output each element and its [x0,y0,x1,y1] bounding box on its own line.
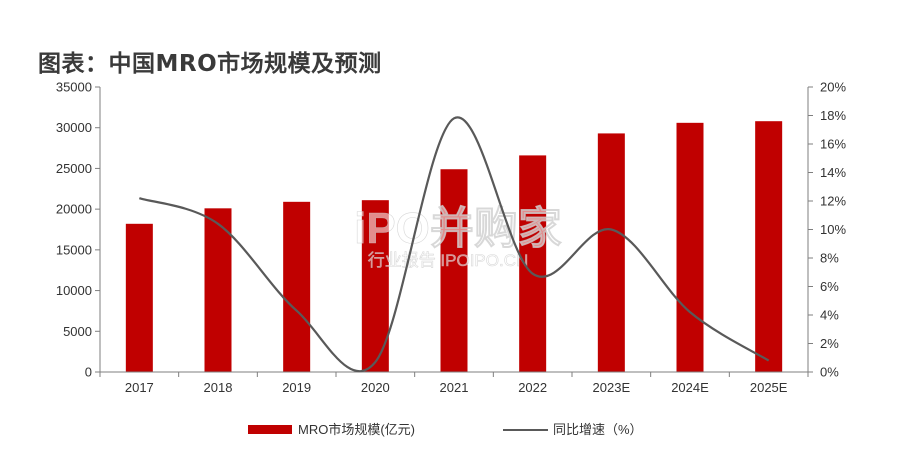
watermark-sub: 行业报告 IPOIPO.CN [368,251,529,270]
left-tick-label: 0 [85,365,92,380]
bar [755,121,783,372]
legend: MRO市场规模(亿元) 同比增速（%） [248,422,643,437]
x-tick-label: 2024E [671,380,709,395]
x-tick-label: 2019 [282,380,311,395]
left-axis-ticks: 0 5000 10000 15000 20000 25000 30000 35000 [56,80,100,380]
x-tick-label: 2022 [518,380,547,395]
right-tick-label: 16% [820,137,846,152]
bar [676,122,704,372]
right-tick-label: 18% [820,108,846,123]
x-tick-label: 2017 [125,380,154,395]
x-axis-ticks: 2017 2018 2019 2020 2021 2022 2023E 2024E 2025E [99,372,809,395]
left-tick-label: 10000 [56,283,92,298]
watermark: iPO并购家 行业报告 IPOIPO.CN [354,204,562,271]
bar [597,133,625,372]
right-axis-ticks: 0% 2% 4% 6% 8% 10% 12% 14% 16% 18% 20% [808,80,846,380]
x-tick-label: 2021 [440,380,469,395]
legend-line-label: 同比增速（%） [553,422,643,437]
x-tick-label: 2020 [361,380,390,395]
right-tick-label: 0% [820,365,839,380]
legend-bar-swatch [248,425,292,434]
right-tick-label: 8% [820,251,839,266]
bar [204,208,232,372]
x-tick-label: 2018 [204,380,233,395]
right-tick-label: 6% [820,279,839,294]
left-tick-label: 25000 [56,161,92,176]
left-tick-label: 35000 [56,80,92,95]
x-tick-label: 2025E [750,380,788,395]
left-tick-label: 15000 [56,242,92,257]
left-tick-label: 30000 [56,120,92,135]
left-tick-label: 5000 [63,324,92,339]
right-tick-label: 14% [820,165,846,180]
bar-series [125,121,783,372]
legend-bar-label: MRO市场规模(亿元) [298,422,415,437]
right-tick-label: 4% [820,308,839,323]
chart-title: 图表：中国MRO市场规模及预测 [38,51,382,77]
right-tick-label: 10% [820,222,846,237]
bar [283,201,311,372]
watermark-main: iPO并购家 [354,204,562,253]
bar [125,223,153,372]
growth-rate-points [139,118,769,363]
x-tick-label: 2023E [593,380,631,395]
left-tick-label: 20000 [56,202,92,217]
right-tick-label: 20% [820,80,846,95]
right-tick-label: 2% [820,336,839,351]
right-tick-label: 12% [820,194,846,209]
bar [440,169,468,372]
